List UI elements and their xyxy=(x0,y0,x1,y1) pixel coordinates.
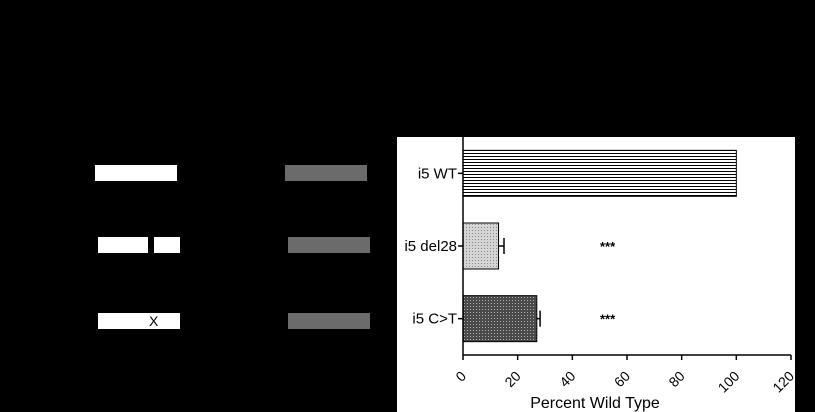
bar-0 xyxy=(462,149,737,197)
construct-del28-exon-bar-left xyxy=(98,237,148,253)
bar-chart: i5 WT i5 del28 *** i5 C>T *** 0 20 40 60 80 100 120… xyxy=(404,137,795,412)
construct-wt-exon-bar xyxy=(95,165,177,181)
x-tick-label-5: 100 xyxy=(715,368,743,396)
construct-del28-reference-bar xyxy=(288,237,370,253)
construct-wt-reference-bar xyxy=(285,165,367,181)
x-tick-label-4: 80 xyxy=(665,368,687,390)
bar-2 xyxy=(462,295,538,343)
significance-label-2: *** xyxy=(600,312,616,327)
x-tick-label-2: 40 xyxy=(556,368,578,390)
chart-plot-area: i5 WT i5 del28 *** i5 C>T *** 0 20 40 60 80 100 120… xyxy=(404,137,795,412)
mutation-mark: X xyxy=(149,313,159,329)
construct-del28-exon-bar-right xyxy=(154,237,180,253)
category-label-2: i5 C>T xyxy=(412,311,457,328)
x-tick-label-6: 120 xyxy=(769,368,795,396)
bar-1 xyxy=(462,222,500,270)
construct-c-to-t-reference-bar xyxy=(288,313,370,329)
x-tick-label-3: 60 xyxy=(611,368,633,390)
x-tick-label-0: 0 xyxy=(452,368,469,385)
x-axis-title: Percent Wild Type xyxy=(530,395,660,412)
construct-c-to-t-exon-bar xyxy=(98,313,180,329)
chart-panel: i5 WT i5 del28 *** i5 C>T *** 0 20 40 60 80 100 120… xyxy=(397,137,795,412)
category-label-1: i5 del28 xyxy=(404,238,457,255)
category-label-0: i5 WT xyxy=(418,165,457,182)
x-tick-label-1: 20 xyxy=(501,368,523,390)
significance-label-1: *** xyxy=(600,239,616,254)
